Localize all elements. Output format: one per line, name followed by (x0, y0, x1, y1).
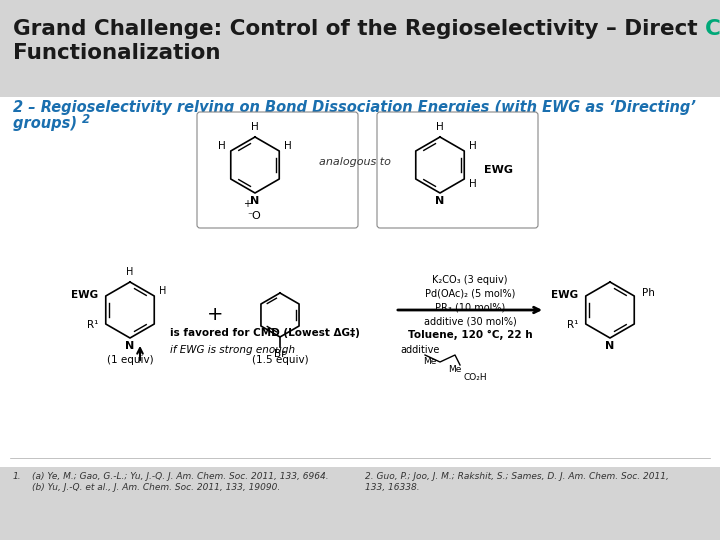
Text: 2: 2 (82, 113, 90, 126)
Text: K₂CO₃ (3 equiv): K₂CO₃ (3 equiv) (432, 275, 508, 285)
Text: H: H (436, 122, 444, 132)
Text: additive (30 mol%): additive (30 mol%) (423, 317, 516, 327)
Text: O: O (251, 211, 261, 221)
Text: EWG: EWG (551, 289, 578, 300)
Text: C(3)-H: C(3)-H (705, 19, 720, 39)
Text: PR₃ (10 mol%): PR₃ (10 mol%) (435, 303, 505, 313)
FancyBboxPatch shape (377, 112, 538, 228)
Text: H: H (159, 286, 166, 296)
Text: H: H (251, 122, 259, 132)
Text: R¹: R¹ (87, 321, 98, 330)
Bar (0, 0, 720, 97)
Text: N: N (125, 341, 135, 351)
Text: analogous to: analogous to (319, 157, 391, 167)
Text: H: H (218, 141, 226, 151)
Text: +: + (243, 199, 251, 209)
Text: Me: Me (449, 366, 462, 375)
Text: 1.: 1. (13, 472, 22, 481)
Text: N: N (606, 341, 615, 351)
Text: Ph: Ph (642, 288, 654, 299)
Text: Me: Me (423, 357, 437, 367)
Text: H: H (469, 179, 477, 189)
Text: EWG: EWG (484, 165, 513, 175)
Text: 133, 16338.: 133, 16338. (365, 483, 420, 492)
Bar (0, 97, 720, 540)
Text: CO₂H: CO₂H (463, 374, 487, 382)
Text: additive: additive (400, 345, 439, 355)
Bar (0, 467, 720, 540)
Text: if EWG is strong enough: if EWG is strong enough (170, 345, 295, 355)
Text: Functionalization: Functionalization (13, 43, 220, 63)
Text: H: H (126, 267, 134, 277)
Text: ⁻: ⁻ (248, 211, 253, 221)
Text: (1.5 equiv): (1.5 equiv) (252, 355, 308, 365)
Text: R¹: R¹ (567, 321, 578, 330)
Text: Pd(OAc)₂ (5 mol%): Pd(OAc)₂ (5 mol%) (425, 289, 516, 299)
Text: EWG: EWG (71, 289, 98, 300)
Text: 2 – Regioselectivity relying on Bond Dissociation Energies (with EWG as ‘Directi: 2 – Regioselectivity relying on Bond Dis… (13, 100, 696, 115)
Text: (a) Ye, M.; Gao, G.-L.; Yu, J.-Q. J. Am. Chem. Soc. 2011, 133, 6964.: (a) Ye, M.; Gao, G.-L.; Yu, J.-Q. J. Am.… (32, 472, 328, 481)
FancyBboxPatch shape (197, 112, 358, 228)
Text: Grand Challenge: Control of the Regioselectivity – Direct: Grand Challenge: Control of the Regiosel… (13, 19, 705, 39)
Text: H: H (469, 141, 477, 151)
Text: N: N (436, 196, 445, 206)
Text: N: N (251, 196, 260, 206)
Text: groups): groups) (13, 116, 82, 131)
Text: (b) Yu, J.-Q. et al., J. Am. Chem. Soc. 2011, 133, 19090.: (b) Yu, J.-Q. et al., J. Am. Chem. Soc. … (32, 483, 280, 492)
Text: (1 equiv): (1 equiv) (107, 355, 153, 365)
Text: Br: Br (274, 349, 286, 359)
Text: Toluene, 120 °C, 22 h: Toluene, 120 °C, 22 h (408, 330, 532, 340)
Text: is favored for CMD (Lowest ΔG‡): is favored for CMD (Lowest ΔG‡) (170, 328, 360, 338)
Text: +: + (207, 306, 223, 325)
Text: 2. Guo, P.; Joo, J. M.; Rakshit, S.; Sames, D. J. Am. Chem. Soc. 2011,: 2. Guo, P.; Joo, J. M.; Rakshit, S.; Sam… (365, 472, 669, 481)
Text: H: H (284, 141, 292, 151)
